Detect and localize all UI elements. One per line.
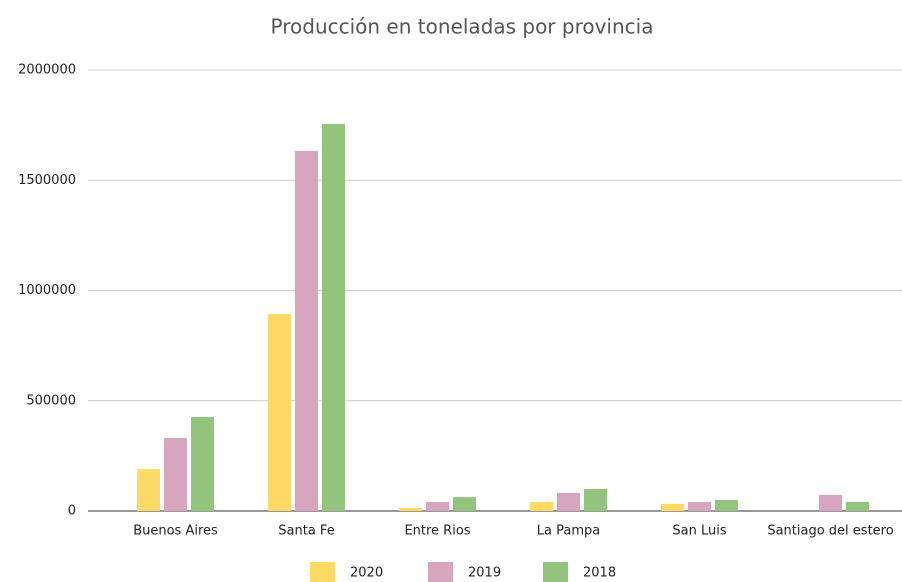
x-tick-label: Buenos Aires (133, 524, 218, 539)
bar (426, 501, 449, 511)
legend-swatch (428, 562, 453, 582)
legend-label: 2020 (350, 566, 383, 581)
bar (584, 488, 607, 511)
x-tick-label: Entre Rios (404, 524, 470, 539)
x-tick-label: Santa Fe (278, 524, 334, 539)
bar (819, 494, 842, 511)
y-tick-label: 2000000 (18, 63, 76, 78)
legend-swatch (543, 562, 568, 582)
legend-swatch (310, 562, 335, 582)
bar (530, 501, 553, 511)
bar (137, 469, 160, 511)
bar (268, 314, 291, 511)
y-tick-label: 1000000 (18, 283, 76, 298)
y-tick-label: 1500000 (18, 173, 76, 188)
y-tick-label: 500000 (26, 393, 76, 408)
bar (661, 503, 684, 511)
bar (557, 492, 580, 511)
bar (399, 507, 422, 511)
chart-title: Producción en toneladas por provincia (271, 15, 654, 39)
legend-label: 2019 (468, 566, 501, 581)
bar (295, 150, 318, 511)
x-tick-label: La Pampa (537, 524, 600, 539)
bar (164, 438, 187, 511)
legend-label: 2018 (583, 566, 616, 581)
bar (688, 501, 711, 511)
x-tick-label: San Luis (672, 524, 726, 539)
y-tick-label: 0 (68, 504, 76, 519)
bar (191, 417, 214, 511)
bar (453, 497, 476, 511)
bar (846, 501, 869, 511)
x-tick-label: Santiago del estero (767, 524, 893, 539)
bar (322, 124, 345, 512)
bar (715, 499, 738, 511)
